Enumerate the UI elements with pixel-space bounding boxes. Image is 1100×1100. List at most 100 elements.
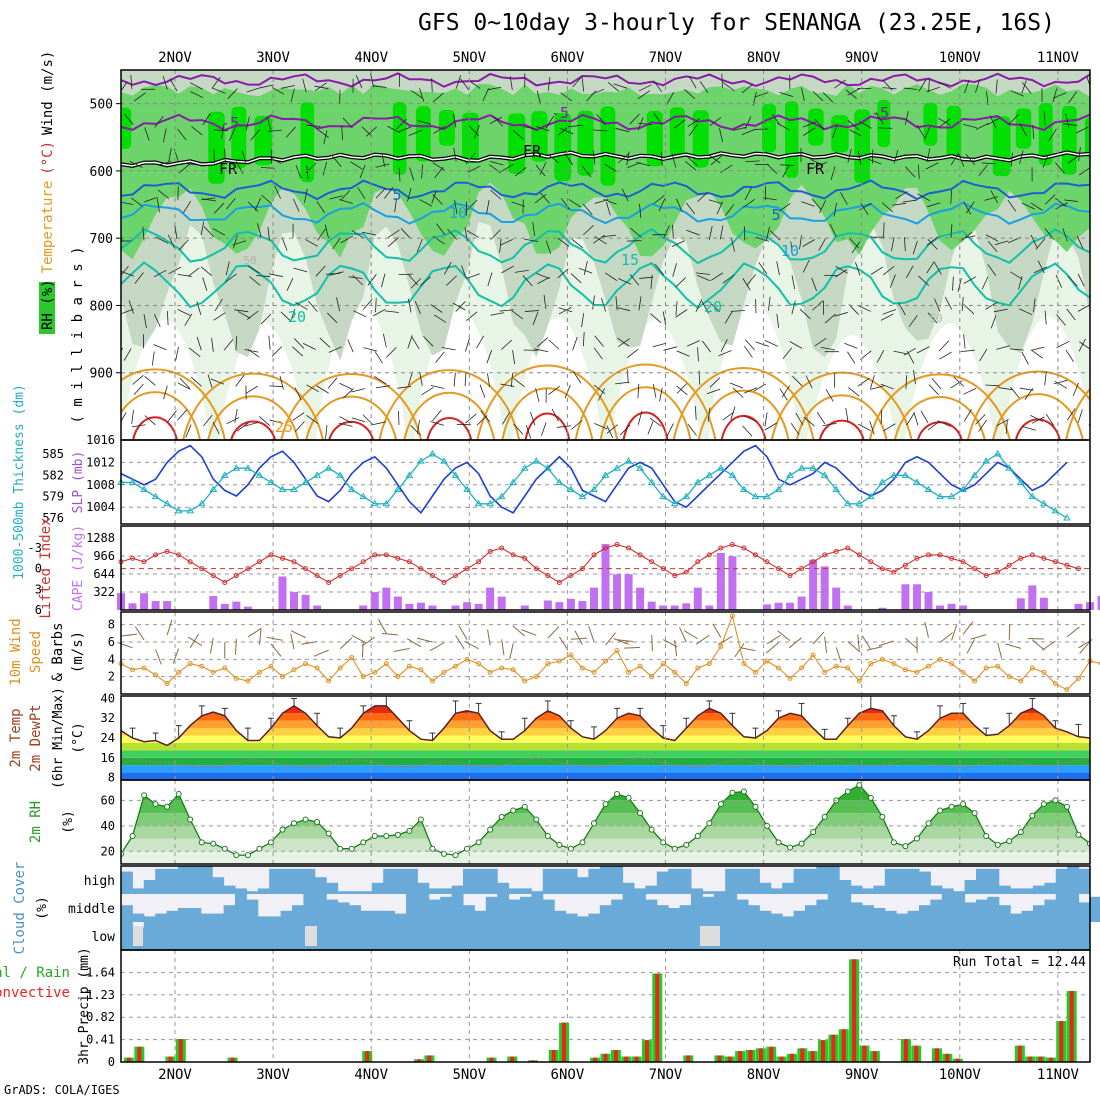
cape-bar	[301, 594, 310, 610]
wind-speed-point	[199, 663, 205, 669]
cloud-cell-middle	[212, 913, 225, 922]
wind-barb-10m	[378, 619, 387, 634]
contour-label: FR	[523, 142, 542, 160]
wind-barb	[285, 126, 296, 138]
lifted-index-point	[626, 545, 632, 551]
wind-barb	[953, 376, 965, 387]
x-top-label: 5NOV	[452, 50, 486, 66]
cloud-cell-high	[314, 877, 327, 894]
wind-barb	[1053, 92, 1067, 99]
cape-bar	[370, 592, 379, 610]
slp-line	[120, 444, 1068, 515]
cape-bar	[220, 603, 229, 610]
lifted-tick-label: -3	[28, 541, 42, 555]
wind-barb	[1022, 426, 1037, 431]
lifted-index-point	[879, 566, 885, 572]
thickness-point	[901, 471, 910, 478]
lifted-index-point	[556, 579, 562, 585]
isotherm-30	[121, 391, 201, 440]
wind-barb	[1089, 312, 1090, 315]
rh2m-tick-label: 60	[101, 793, 115, 807]
cloud-cell-low	[337, 922, 350, 950]
wind-barb	[908, 315, 918, 327]
wind-barb	[184, 313, 193, 326]
rh2m-point	[544, 833, 551, 839]
temp-color-band	[121, 705, 1090, 714]
wind-barb	[729, 382, 744, 389]
lifted-index-point	[960, 559, 966, 565]
wind-barb	[851, 241, 861, 254]
wind-barb	[819, 200, 827, 213]
isotherm-30	[795, 394, 888, 440]
pressure-tick-label: 800	[90, 299, 113, 314]
lifted-index-point	[130, 555, 136, 561]
cloud-cell-middle	[189, 908, 202, 922]
wind-speed-point	[879, 656, 885, 662]
precip-convective-bar	[417, 1059, 422, 1062]
wind-barb	[479, 384, 486, 398]
wind-barb	[123, 348, 132, 361]
cloud-cell-low	[178, 922, 190, 950]
wind-barb	[926, 261, 935, 274]
isotherm-20	[121, 261, 1090, 310]
cloud-cell-high	[143, 880, 156, 894]
cloud-cell-high	[862, 888, 874, 894]
lifted-index-point	[499, 545, 505, 551]
wind-barb	[410, 424, 421, 436]
wind-barb	[720, 339, 728, 352]
wind-barb	[676, 383, 688, 394]
wind-barb	[305, 239, 318, 247]
wind-barb-10m	[962, 621, 974, 635]
cloud-cell-high	[303, 868, 316, 894]
isotherm-25	[182, 372, 325, 440]
wind-speed-point	[1052, 681, 1058, 687]
wind-speed-point	[360, 674, 366, 680]
cloud-cell-high	[896, 868, 909, 894]
lifted-index-point	[545, 573, 551, 579]
wind-barb	[571, 420, 583, 430]
wind-barb	[302, 343, 316, 350]
contour-label: 10	[781, 242, 799, 260]
wind-barb	[1077, 409, 1083, 423]
cloud-cell-low	[406, 922, 418, 950]
rh-saturated-cell	[462, 112, 479, 164]
x-bottom-label: 5NOV	[452, 1067, 486, 1083]
isotherm-35	[426, 417, 473, 440]
thickness-point	[601, 471, 610, 478]
cloud-cell-middle	[919, 905, 931, 922]
wind-barb	[978, 164, 988, 176]
rh2m-panel	[121, 782, 1090, 864]
wind-barb	[822, 422, 837, 427]
lifted-index-point	[752, 552, 758, 558]
wind-barb	[706, 388, 721, 395]
wind-barb	[460, 78, 470, 91]
cape-ylabel: CAPE (J/kg)	[71, 525, 86, 611]
wind-speed-point	[510, 667, 516, 673]
wind-barb-10m	[234, 638, 237, 655]
rh2m-point	[441, 850, 447, 857]
wind-barb	[407, 187, 412, 202]
precip-convective-bar	[748, 1049, 753, 1062]
wind-barb	[121, 266, 129, 276]
rh2m-point	[256, 845, 263, 852]
wind-speed-point	[314, 665, 320, 671]
wind-barb	[514, 269, 529, 273]
wind-barb	[307, 300, 318, 312]
wind-barb-10m	[878, 640, 895, 647]
thickness-point	[786, 471, 794, 478]
wind-barb	[327, 377, 338, 389]
lifted-index-point	[199, 566, 205, 572]
wind-barb	[1005, 419, 1008, 434]
wind-barb	[557, 425, 572, 428]
wind-barb	[606, 424, 618, 434]
precip-convective-bar	[955, 1058, 960, 1062]
wind-barb	[134, 272, 144, 284]
wind-barb	[362, 298, 373, 310]
wind-barb	[241, 150, 247, 164]
wind-barb	[351, 388, 365, 393]
precip-tick-label: 0.41	[86, 1033, 115, 1047]
wind-barb	[801, 87, 805, 102]
wind-barb	[950, 189, 953, 204]
thickness-point	[486, 499, 495, 507]
wind-barb-10m	[847, 640, 861, 653]
